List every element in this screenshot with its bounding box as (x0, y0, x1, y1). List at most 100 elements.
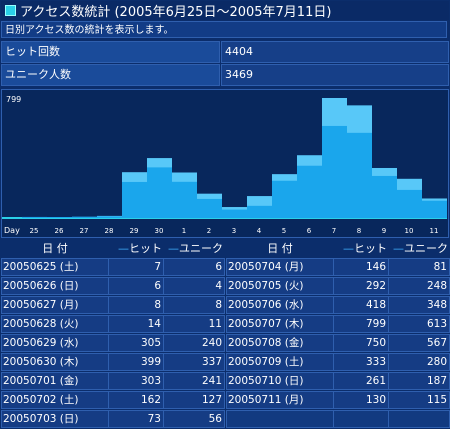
x-tick-label: 1 (182, 227, 186, 235)
x-tick-label: 28 (105, 227, 114, 235)
header-hits: —ヒット 数 (343, 242, 387, 274)
cell-unique: 567 (389, 334, 450, 352)
cell-date: 20050627 (月) (1, 296, 109, 314)
cell-hits: 73 (109, 410, 164, 428)
cell-unique: 8 (164, 296, 225, 314)
stat-value-unique: 3469 (221, 64, 449, 86)
cell-hits: 303 (109, 372, 164, 390)
square-icon (5, 5, 16, 16)
header-date: 日 付 (42, 242, 68, 255)
cell-hits: 162 (109, 391, 164, 409)
cell-hits: 261 (334, 372, 389, 390)
cell-unique: 56 (164, 410, 225, 428)
x-tick-label: 30 (155, 227, 164, 235)
header-unique: —ユニーク数 (393, 242, 448, 274)
header-date: 日 付 (267, 242, 293, 255)
cell-hits: 750 (334, 334, 389, 352)
cell-date: 20050628 (火) (1, 315, 109, 333)
cell-date: 20050625 (土) (1, 258, 109, 276)
cell-date: 20050701 (金) (1, 372, 109, 390)
cell-date: 20050704 (月) (226, 258, 334, 276)
cell-hits: 7 (109, 258, 164, 276)
x-tick-label: 6 (307, 227, 312, 235)
bar-unique-9 (372, 175, 397, 218)
cell-date: 20050706 (水) (226, 296, 334, 314)
bar-unique-10 (397, 189, 422, 218)
cell-unique: 11 (164, 315, 225, 333)
cell-hits: 333 (334, 353, 389, 371)
cell-unique: 6 (164, 258, 225, 276)
cell-hits: 6 (109, 277, 164, 295)
x-tick-label: 2 (207, 227, 211, 235)
x-tick-label: 25 (30, 227, 39, 235)
table-header: 日 付 —ヒット 数 —ユニーク数 (1, 239, 225, 274)
table-row: 20050704 (月) 146 81 (226, 258, 450, 276)
bar-unique-6 (297, 165, 322, 218)
cell-date: 20050629 (水) (1, 334, 109, 352)
x-tick-label: 11 (430, 227, 439, 235)
table-row: 20050626 (日) 6 4 (1, 277, 225, 295)
bar-unique-29 (122, 181, 147, 218)
x-tick-label: 5 (282, 227, 286, 235)
table-row: 20050627 (月) 8 8 (1, 296, 225, 314)
bar-unique-30 (147, 167, 172, 218)
cell-hits: 399 (109, 353, 164, 371)
cell-unique: 4 (164, 277, 225, 295)
table-row: 20050629 (水) 305 240 (1, 334, 225, 352)
bar-unique-1 (172, 181, 197, 218)
title-bar: アクセス数統計 (2005年6月25日～2005年7月11日) (1, 1, 449, 20)
x-tick-label: 29 (130, 227, 139, 235)
stat-value-hits: 4404 (221, 41, 449, 63)
description: 日別アクセス数の統計を表示します。 (1, 21, 447, 38)
x-tick-label: 10 (405, 227, 414, 235)
cell-unique: 127 (164, 391, 225, 409)
cell-unique: 115 (389, 391, 450, 409)
table-row: 20050625 (土) 7 6 (1, 258, 225, 276)
table-row-empty (226, 410, 450, 428)
x-tick-label: 3 (232, 227, 236, 235)
table-row: 20050709 (土) 333 280 (226, 353, 450, 371)
table-row: 20050703 (日) 73 56 (1, 410, 225, 428)
page-title: アクセス数統計 (2005年6月25日～2005年7月11日) (20, 5, 332, 20)
x-tick-label: 9 (382, 227, 386, 235)
cell-unique: 613 (389, 315, 450, 333)
header-hits: —ヒット 数 (118, 242, 162, 274)
cell-date: 20050705 (火) (226, 277, 334, 295)
stat-row-unique: ユニーク人数 3469 (1, 64, 449, 86)
cell-date: 20050707 (木) (226, 315, 334, 333)
cell-hits: 292 (334, 277, 389, 295)
bar-unique-11 (422, 200, 447, 218)
cell-hits: 799 (334, 315, 389, 333)
access-chart: 799 Day 25 26 27 28 29 30 1 2 3 4 5 6 7 8 9 10 11 (1, 89, 449, 238)
bar-unique-4 (247, 205, 272, 218)
cell-date: 20050710 (日) (226, 372, 334, 390)
x-tick-label: 4 (257, 227, 262, 235)
table-header: 日 付 —ヒット 数 —ユニーク数 (226, 239, 450, 274)
bar-unique-3 (222, 209, 247, 218)
cell-hits: 130 (334, 391, 389, 409)
bar-unique-2 (197, 198, 222, 218)
cell-date: 20050702 (土) (1, 391, 109, 409)
cell-unique: 81 (389, 258, 450, 276)
stat-row-hits: ヒット回数 4404 (1, 41, 449, 63)
cell-unique: 187 (389, 372, 450, 390)
cell-hits: 305 (109, 334, 164, 352)
table-row: 20050708 (金) 750 567 (226, 334, 450, 352)
cell-unique: 241 (164, 372, 225, 390)
cell-date: 20050711 (月) (226, 391, 334, 409)
stat-label-hits: ヒット回数 (1, 41, 220, 63)
cell-unique: 337 (164, 353, 225, 371)
bar-unique-26 (47, 217, 72, 218)
header-unique: —ユニーク数 (168, 242, 223, 274)
bar-unique-27 (72, 216, 97, 218)
cell-date: 20050709 (土) (226, 353, 334, 371)
cell-unique: 348 (389, 296, 450, 314)
bar-unique-7 (322, 125, 347, 218)
table-row: 20050706 (水) 418 348 (226, 296, 450, 314)
table-row: 20050630 (木) 399 337 (1, 353, 225, 371)
x-tick-label: 7 (332, 227, 336, 235)
cell-date: 20050708 (金) (226, 334, 334, 352)
table-row: 20050711 (月) 130 115 (226, 391, 450, 409)
chart-svg: 799 Day 25 26 27 28 29 30 1 2 3 4 5 6 7 8 9 10 11 (2, 95, 447, 235)
cell-date: 20050626 (日) (1, 277, 109, 295)
